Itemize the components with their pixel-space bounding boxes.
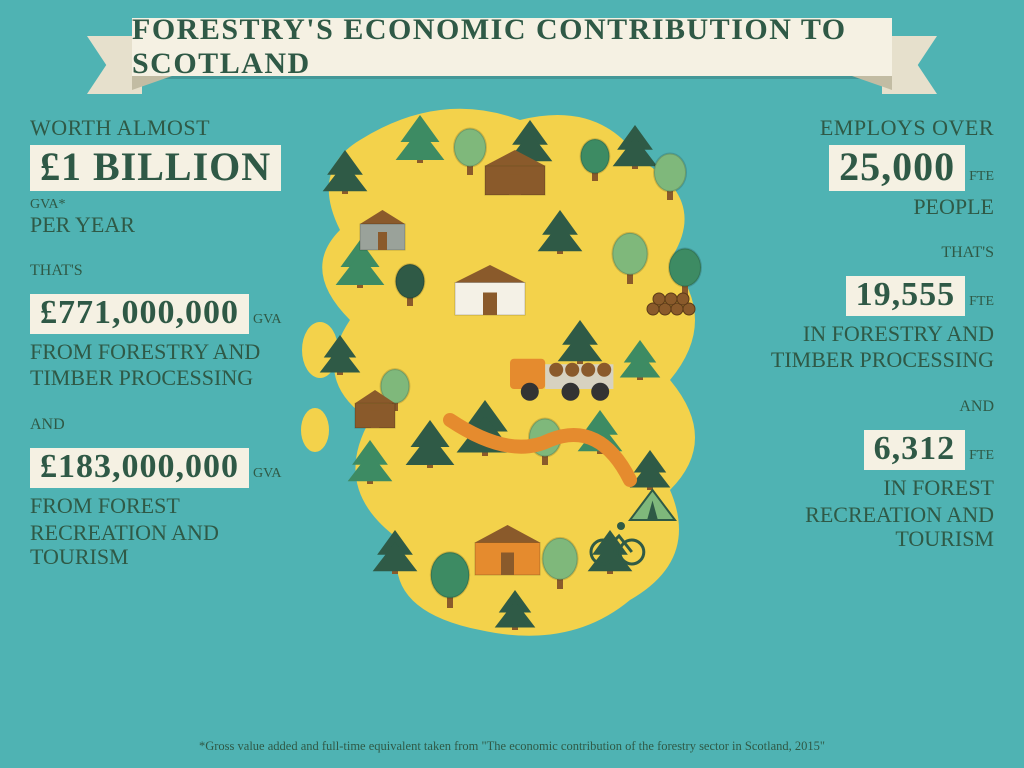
right-value-2: 19,555	[846, 276, 966, 316]
left-lead-1: Worth almost	[30, 115, 290, 141]
left-desc-3a: from forest	[30, 494, 290, 518]
right-linker-2: and	[734, 398, 994, 416]
left-sub-1: per year	[30, 213, 290, 236]
banner-body: Forestry's Economic Contribution to Scot…	[132, 18, 892, 76]
right-desc-3a: in forest	[734, 476, 994, 500]
left-unit-2: GVA	[253, 312, 282, 327]
right-value-3: 6,312	[864, 430, 966, 470]
scotland-map-illustration	[300, 90, 730, 650]
right-unit-3: FTE	[969, 448, 994, 463]
left-linker-1: that's	[30, 262, 290, 280]
left-unit-3: GVA	[253, 466, 282, 481]
left-desc-3b: recreation and tourism	[30, 521, 290, 569]
right-unit-1: FTE	[969, 169, 994, 184]
right-value-1: 25,000	[829, 145, 965, 191]
footnote: *Gross value added and full-time equival…	[0, 739, 1024, 754]
right-sub-1: people	[734, 195, 994, 218]
left-value-1: £1 billion	[30, 145, 281, 191]
left-desc-2a: from forestry and	[30, 340, 290, 364]
right-desc-3b: recreation and tourism	[734, 503, 994, 551]
title-banner: Forestry's Economic Contribution to Scot…	[92, 18, 932, 88]
left-value-2: £771,000,000	[30, 294, 249, 334]
left-value-3: £183,000,000	[30, 448, 249, 488]
left-unit-1: GVA*	[30, 197, 66, 212]
right-lead-1: Employs over	[734, 115, 994, 141]
left-column: Worth almost £1 billion GVA* per year th…	[30, 115, 290, 569]
right-desc-2b: timber processing	[734, 348, 994, 372]
right-unit-2: FTE	[969, 294, 994, 309]
right-column: Employs over 25,000 FTE people that's 19…	[734, 115, 994, 551]
right-linker-1: that's	[734, 244, 994, 262]
page-title: Forestry's Economic Contribution to Scot…	[132, 13, 892, 81]
right-desc-2a: in forestry and	[734, 322, 994, 346]
left-desc-2b: timber processing	[30, 366, 290, 390]
left-linker-2: and	[30, 416, 290, 434]
